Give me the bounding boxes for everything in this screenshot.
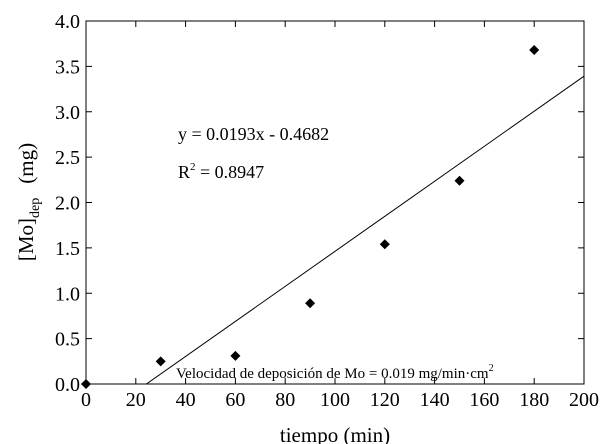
y-tick-label: 2.5 (55, 147, 80, 169)
y-tick-label: 3.0 (55, 102, 80, 124)
deposition-rate-text: Velocidad de deposición de Mo = 0.019 mg… (176, 366, 489, 382)
data-point (81, 379, 91, 389)
y-axis-title-subscript: dep (28, 198, 43, 218)
data-point (379, 239, 390, 250)
x-tick-label: 200 (569, 389, 599, 411)
x-tick-label: 40 (176, 389, 196, 411)
x-tick-label: 160 (469, 389, 499, 411)
x-tick-label: 100 (320, 389, 350, 411)
y-tick-label: 1.0 (55, 283, 80, 305)
y-axis-title-main: [Mo] (14, 218, 38, 261)
x-axis-title: tiempo (min) (280, 423, 390, 444)
y-ticks: 0.0 0.5 1.0 1.5 2.0 2.5 3.0 3.5 4.0 (55, 11, 584, 396)
r-squared-value: = 0.8947 (196, 162, 265, 182)
y-tick-label: 0.5 (55, 329, 80, 351)
regression-equation: y = 0.0193x - 0.4682 (178, 124, 329, 144)
y-tick-label: 4.0 (55, 11, 80, 33)
y-tick-label: 0.0 (55, 374, 80, 396)
r-squared-exponent: 2 (190, 161, 196, 173)
deposition-rate-note: Velocidad de deposición de Mo = 0.019 mg… (176, 363, 494, 382)
x-tick-label: 120 (370, 389, 400, 411)
y-tick-label: 2.0 (55, 193, 80, 215)
x-tick-label: 80 (275, 389, 295, 411)
r-squared-prefix: R (178, 162, 190, 182)
data-point (529, 45, 540, 56)
svg-text:[Mo]dep(mg): [Mo]dep (mg) (14, 143, 43, 261)
x-ticks: 0 20 40 60 80 100 120 140 160 180 200 (81, 21, 599, 411)
x-tick-label: 60 (225, 389, 245, 411)
x-tick-label: 20 (126, 389, 146, 411)
data-point (305, 298, 316, 309)
data-point (155, 356, 166, 367)
r-squared: R2 = 0.8947 (178, 161, 264, 182)
y-tick-label: 1.5 (55, 238, 80, 260)
y-tick-label: 3.5 (55, 56, 80, 78)
x-tick-label: 140 (420, 389, 450, 411)
trendline-group (146, 75, 585, 385)
data-point (454, 175, 465, 186)
plot-frame (85, 20, 585, 385)
data-point (230, 350, 241, 361)
deposition-rate-exponent: 2 (489, 363, 494, 374)
y-axis-title: [Mo]dep (mg) (14, 143, 43, 261)
y-axis-title-unit: (mg) (14, 143, 38, 184)
x-tick-label: 180 (519, 389, 549, 411)
trendline (146, 75, 585, 385)
x-tick-label: 0 (81, 389, 91, 411)
data-points (81, 45, 540, 389)
